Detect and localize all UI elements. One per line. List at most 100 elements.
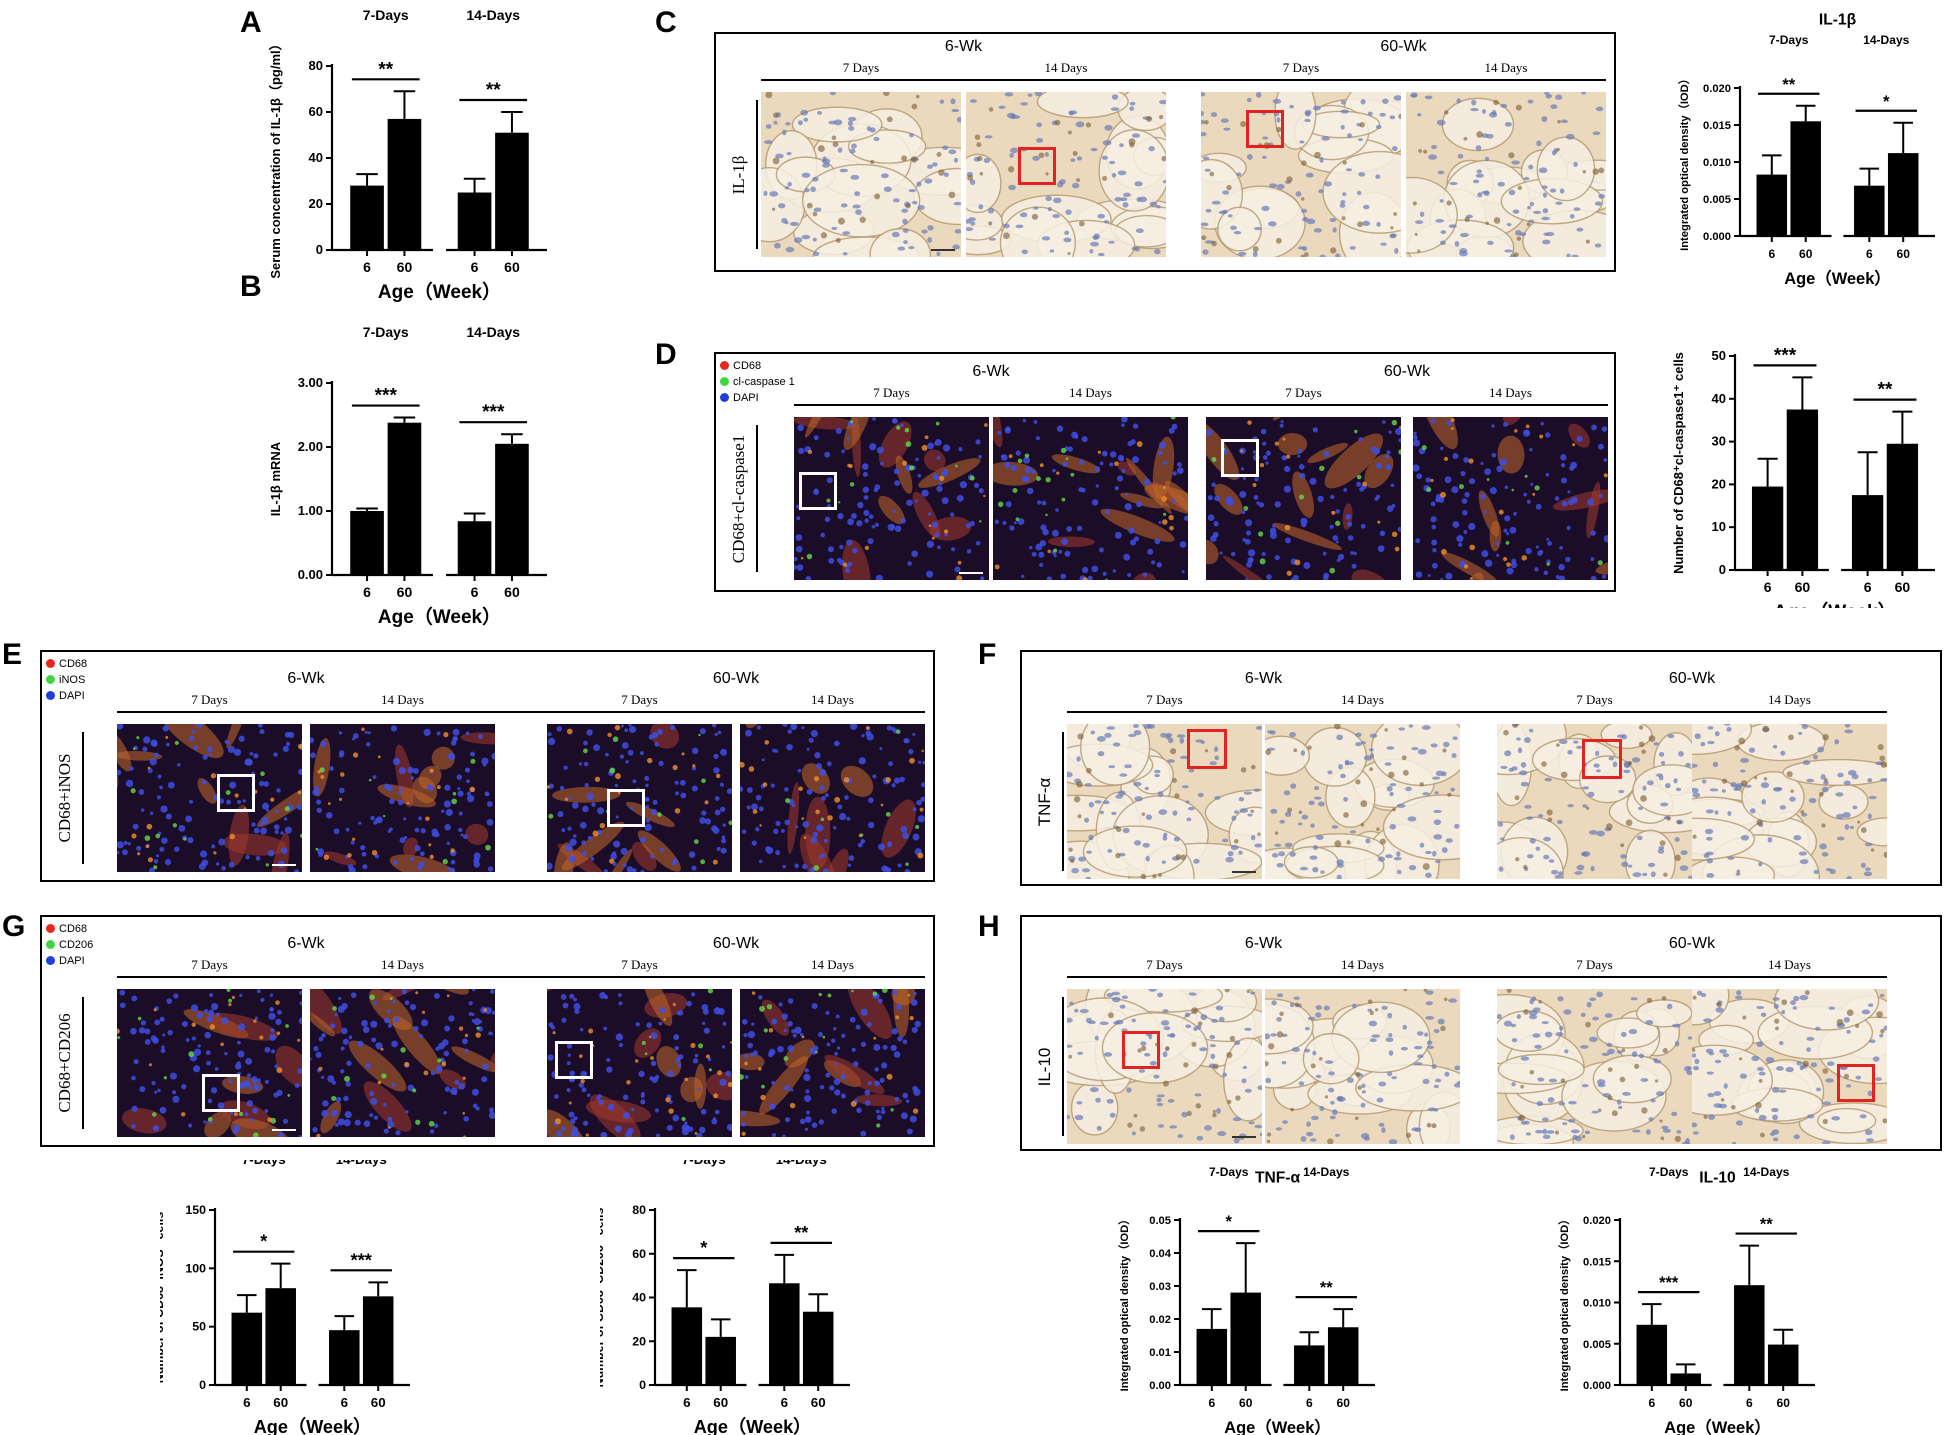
- chart-h-tnfa-iod: TNF-α 7-Days 14-Days 0.00 0.01 0.02 0.03 0.04 0.…: [1118, 1165, 1375, 1435]
- panel-d-row-rule: [756, 425, 758, 572]
- chart-c-ytick-label: 0.020: [1703, 83, 1731, 95]
- panel-f-header-60wk: 60-Wk: [1668, 670, 1716, 687]
- panel-g-legend-text-dapi: DAPI: [59, 954, 85, 967]
- micrograph-texture: [1201, 92, 1401, 257]
- panel-f-tile-6wk-7d: [1067, 724, 1262, 879]
- panel-g-cd68-cd206-if: 6-Wk 60-Wk 7 Days 14 Days 7 Days 14 Days CD68 C…: [40, 915, 935, 1147]
- panel-e-header-60wk-day7: 7 Days: [621, 692, 658, 707]
- chart-g2-group-7days: 7-Days: [682, 1160, 726, 1167]
- micrograph-texture: [1265, 724, 1460, 879]
- panel-d-cd68-clcaspase1-if: 6-Wk 60-Wk 7 Days 14 Days 7 Days 14 Days CD68 c…: [714, 352, 1616, 592]
- panel-h-header-6wk-day14: 14 Days: [1341, 957, 1384, 972]
- panel-c-tile-6wk-7d: [761, 92, 961, 257]
- panel-c-roi-box: [1018, 147, 1056, 185]
- chart-c-xtick-label-3: 60: [1897, 247, 1911, 261]
- chart-a-il1b-serum: 7-Days 14-Days 0 20 40 60 80 Serum concentratio…: [268, 7, 547, 303]
- chart-d-xtick-label-0: 6: [1764, 579, 1772, 595]
- chart-c-il1b-iod: IL-1β 7-Days 14-Days 0.000 0.005 0.010 0.015 0.…: [1678, 11, 1935, 288]
- panel-f-scale-bar: [1232, 871, 1256, 873]
- chart-h2-group-14days: 14-Days: [1743, 1165, 1790, 1179]
- chart-a-sig-1: **: [486, 80, 501, 101]
- panel-g-tile-6wk-7d: [117, 989, 302, 1137]
- panel-g-header-60wk-day14: 14 Days: [811, 957, 854, 972]
- chart-c-bar-2: [1854, 185, 1885, 236]
- chart-g2-ytick-label: 0: [639, 1378, 646, 1392]
- chart-c-group-7days: 7-Days: [1769, 33, 1809, 47]
- chart-g2-xtick-label-0: 6: [683, 1395, 690, 1410]
- panel-f-header-6wk-day7: 7 Days: [1146, 692, 1183, 707]
- panel-d-legend-dot-cd68: [720, 361, 729, 370]
- panel-h-roi-box: [1837, 1064, 1875, 1102]
- chart-h1-title: TNF-α: [1255, 1169, 1301, 1186]
- panel-c-scale-bar: [931, 249, 955, 251]
- chart-a-bar-0: [350, 185, 384, 250]
- chart-g1-xtick-label-1: 60: [273, 1395, 288, 1410]
- micrograph-texture: [1413, 417, 1608, 580]
- chart-a-xtick-label-0: 6: [363, 259, 371, 275]
- panel-label-b: B: [240, 270, 262, 303]
- chart-b-il1b-mrna: 7-Days 14-Days 0.00 1.00 2.00 3.00 IL-1β mRNA 6…: [268, 324, 547, 628]
- panel-label-f: F: [978, 638, 997, 671]
- panel-d-header-6wk-day14: 14 Days: [1069, 385, 1112, 400]
- panel-e-legend-inos: iNOS: [46, 672, 85, 687]
- chart-h2-ytick-label: 0.000: [1583, 1380, 1611, 1392]
- chart-h1-ytick-label: 0.05: [1149, 1215, 1171, 1227]
- panel-d-scale-bar: [959, 572, 983, 574]
- panel-h-header-60wk-day14: 14 Days: [1768, 957, 1811, 972]
- panel-d-header-rule: [794, 404, 1608, 406]
- chart-h1-group-14days: 14-Days: [1303, 1165, 1350, 1179]
- panel-c-roi-box: [1246, 110, 1284, 148]
- chart-g1-bar-3: [362, 1296, 394, 1385]
- chart-g2-sig-1: **: [794, 1223, 809, 1243]
- panel-d-header-60wk: 60-Wk: [1383, 363, 1431, 380]
- panel-h-row-rule: [1062, 997, 1064, 1136]
- panel-h-row-label-text: IL-10: [1035, 1047, 1054, 1086]
- panel-c-row-label-text: IL-1β: [729, 155, 748, 194]
- chart-a-ytick-label: 20: [309, 196, 323, 211]
- chart-g1-xtick-label-2: 6: [341, 1395, 348, 1410]
- chart-h1-xtick-label-3: 60: [1337, 1396, 1351, 1410]
- micrograph-texture: [547, 989, 732, 1137]
- micrograph-texture: [1067, 724, 1262, 879]
- panel-d-legend-dot-dapi: [720, 393, 729, 402]
- panel-d-tile-6wk-7d: [794, 417, 989, 580]
- panel-c-header-6wk: 6-Wk: [944, 38, 983, 55]
- panel-c-header-rule: [761, 79, 1606, 81]
- chart-g2-xtick-label-1: 60: [713, 1395, 728, 1410]
- chart-a-group-7days: 7-Days: [363, 7, 409, 23]
- panel-d-row-label: CD68+cl-caspase1: [724, 417, 754, 580]
- chart-c-xlabel: Age（Week）: [1784, 269, 1891, 288]
- micrograph-texture: [117, 989, 302, 1137]
- chart-g1-ytick-label: 0: [199, 1378, 206, 1392]
- chart-h2-title: IL-10: [1699, 1169, 1736, 1186]
- chart-c-sig-0: **: [1782, 76, 1795, 94]
- panel-g-roi-box: [202, 1074, 240, 1112]
- chart-d-ytick-label: 40: [1712, 391, 1726, 406]
- panel-f-tile-60wk-14d: [1692, 724, 1887, 879]
- chart-d-ylabel: Number of CD68⁺cl-caspase1⁺ cells: [1671, 352, 1686, 574]
- panel-e-header-6wk-day7: 7 Days: [191, 692, 228, 707]
- panel-h-header-60wk: 60-Wk: [1668, 935, 1716, 952]
- chart-h1-xlabel: Age（Week）: [1224, 1418, 1331, 1435]
- chart-g1-sig-1: ***: [351, 1250, 373, 1270]
- chart-a-bar-3: [495, 132, 529, 250]
- chart-c-xtick-label-2: 6: [1866, 247, 1873, 261]
- panel-f-row-rule: [1062, 732, 1064, 871]
- micrograph-texture: [1067, 989, 1262, 1144]
- panel-d-tile-60wk-7d: [1206, 417, 1401, 580]
- chart-a-ytick-label: 80: [309, 58, 323, 73]
- micrograph-texture: [740, 724, 925, 872]
- panel-e-tile-6wk-14d: [310, 724, 495, 872]
- chart-h1-bar-1: [1230, 1292, 1261, 1385]
- chart-a-xtick-label-3: 60: [504, 259, 520, 275]
- chart-g2-xtick-label-2: 6: [781, 1395, 788, 1410]
- chart-b-ytick-label: 0.00: [298, 567, 323, 582]
- chart-h1-bar-0: [1196, 1328, 1228, 1385]
- chart-h2-bar-1: [1670, 1373, 1701, 1385]
- chart-g2-ytick-label: 20: [632, 1334, 646, 1348]
- chart-b-sig-0: ***: [375, 386, 398, 407]
- chart-h2-ytick-label: 0.005: [1583, 1339, 1611, 1351]
- micrograph-texture: [1406, 92, 1606, 257]
- panel-e-header-6wk: 6-Wk: [287, 670, 325, 687]
- chart-a-ytick-label: 60: [309, 104, 323, 119]
